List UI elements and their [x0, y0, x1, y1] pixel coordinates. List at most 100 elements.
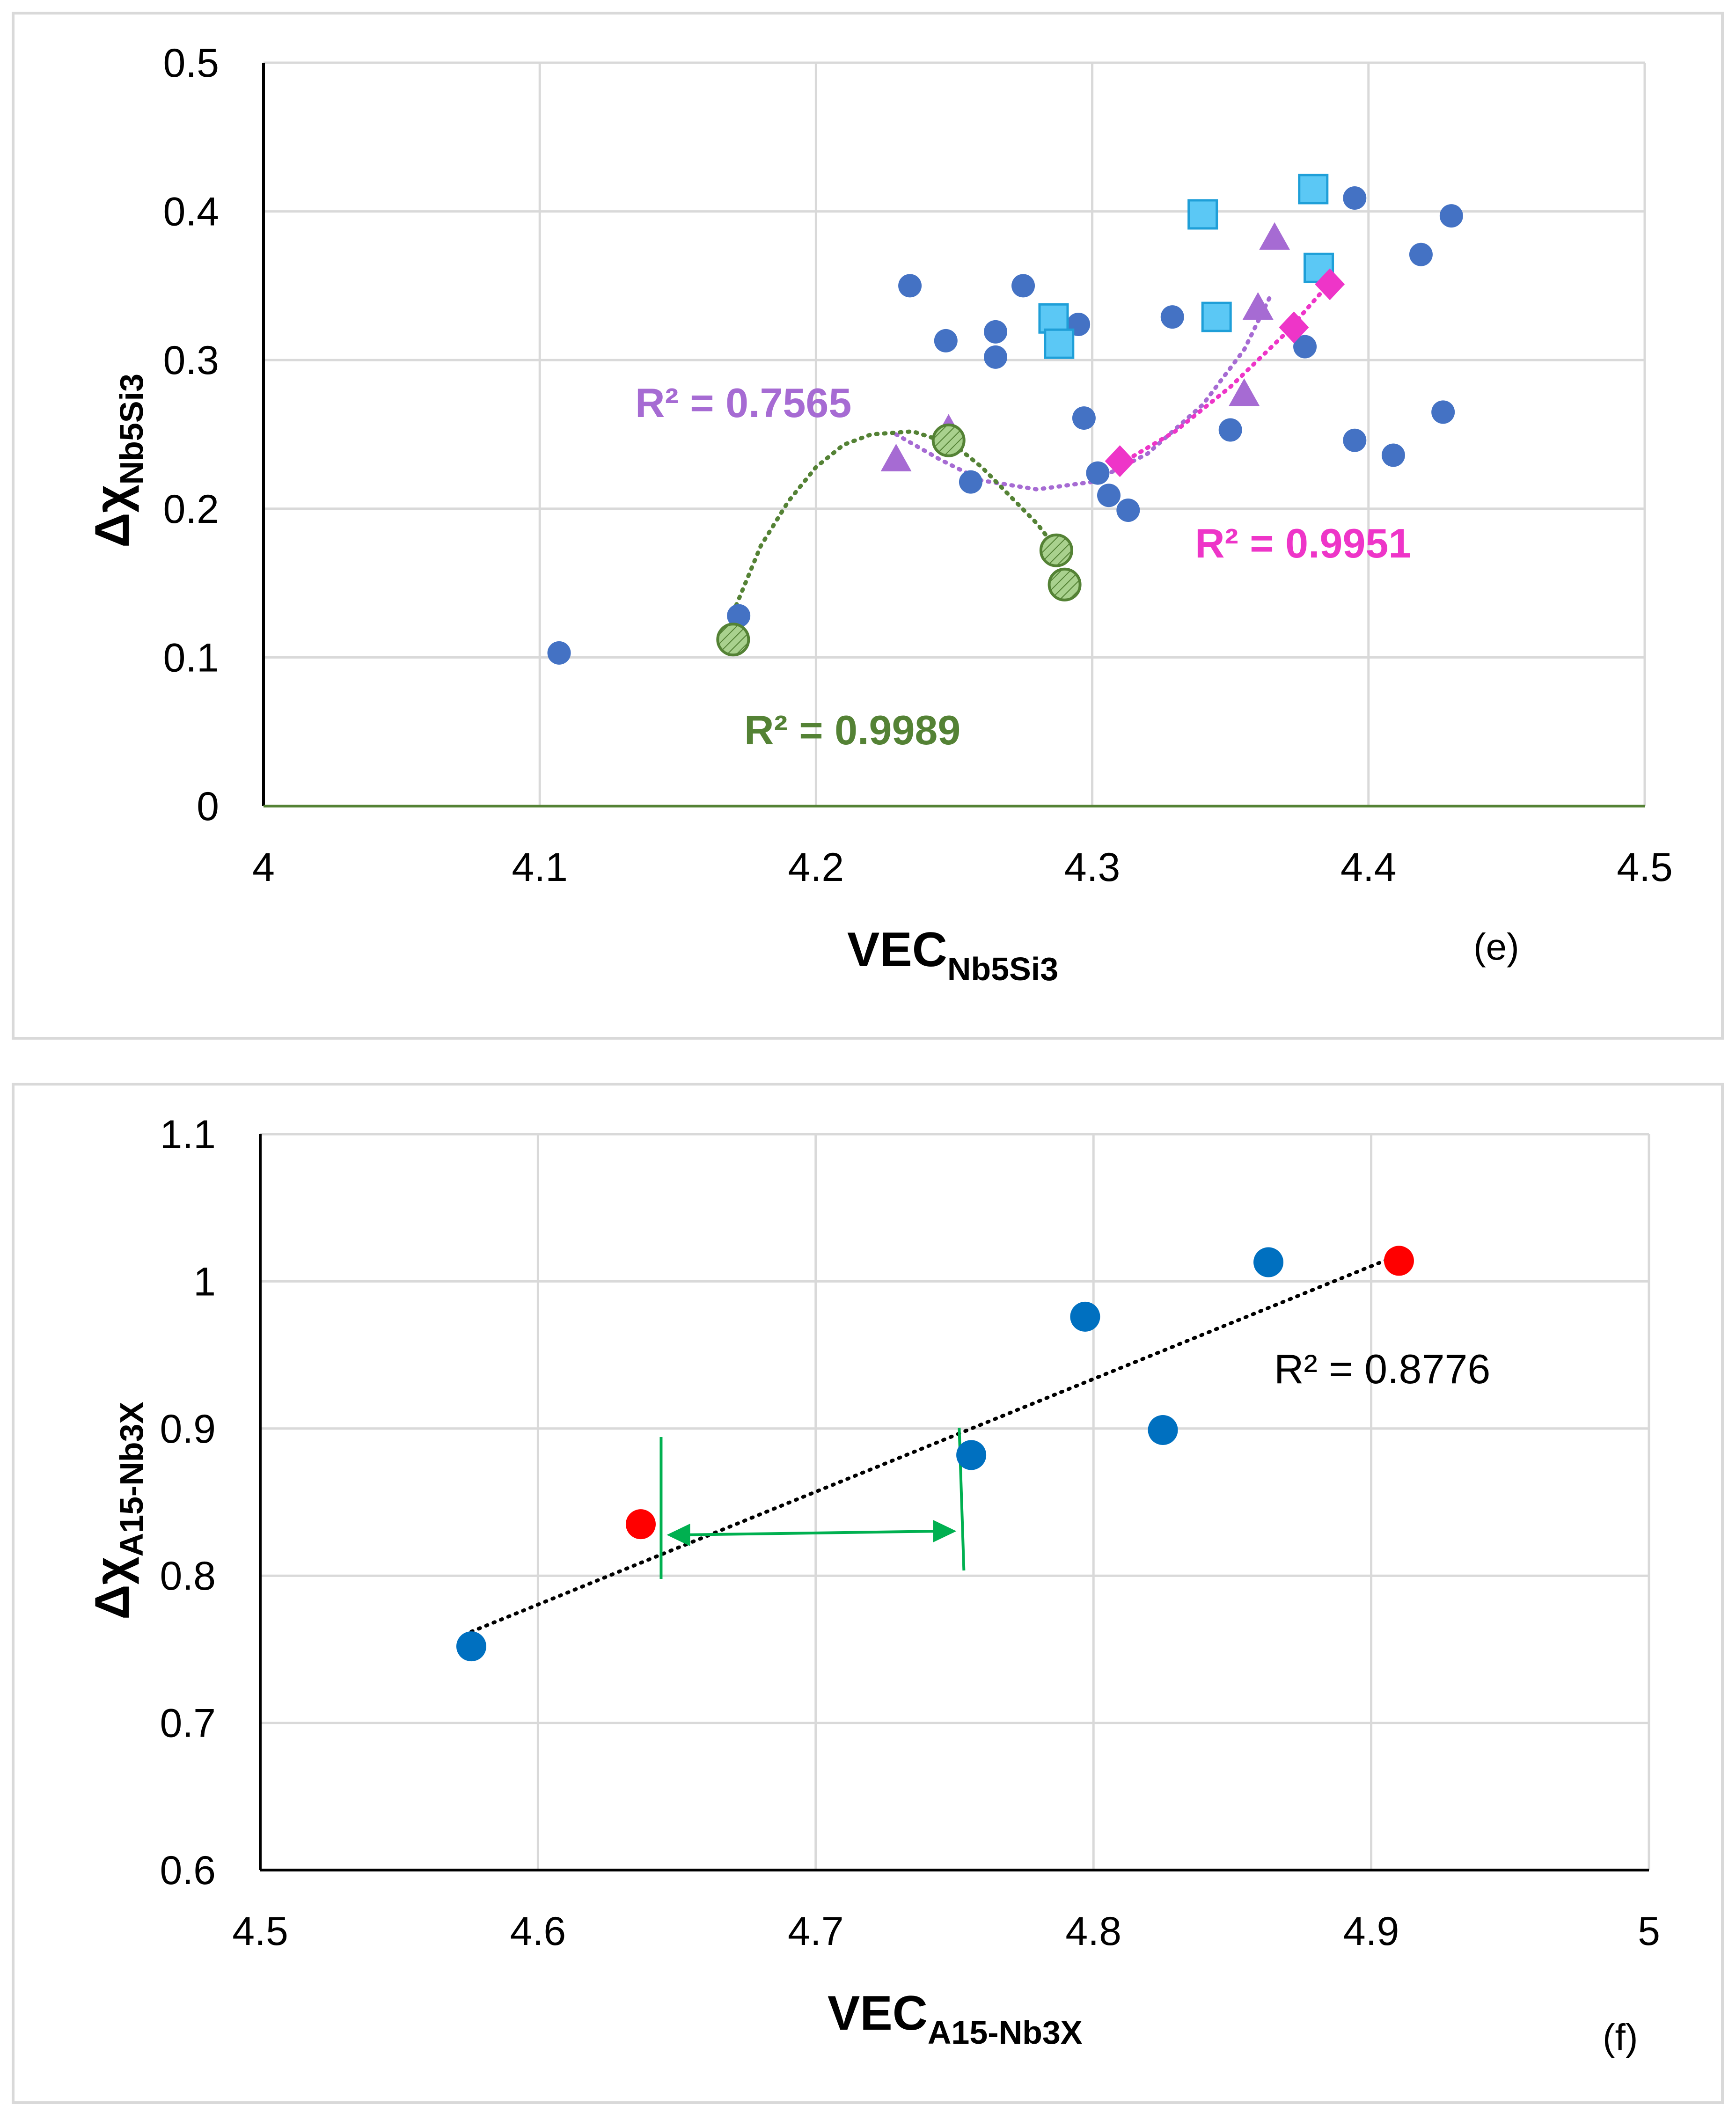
data-point-red	[1384, 1246, 1414, 1276]
y-tick-label: 1.1	[160, 1112, 216, 1157]
data-point-square	[1044, 328, 1075, 359]
data-point-square	[1304, 252, 1334, 283]
data-point-hatched-circle	[716, 623, 750, 657]
x-tick-label: 4.4	[1340, 845, 1397, 890]
data-point-square	[1038, 303, 1069, 334]
x-tick-label: 5	[1638, 1909, 1660, 1954]
y-tick-label: 0.6	[160, 1848, 216, 1893]
x-tick-label: 4.2	[788, 845, 844, 890]
data-point-red	[625, 1509, 656, 1540]
panel-f-y-axis-title: ΔχA15-Nb3X	[85, 1401, 150, 1620]
data-point-diamond	[1105, 445, 1135, 477]
y-tick-label: 0.3	[163, 338, 219, 383]
data-point-circle	[1381, 443, 1405, 467]
panel-e-x-tick-labels: 4 4.1 4.2 4.3 4.4 4.5	[252, 845, 1673, 890]
data-point-blue	[456, 1631, 486, 1662]
data-point-blue	[1148, 1415, 1178, 1445]
panel-e-gridlines	[262, 61, 1646, 807]
data-point-circle	[1431, 400, 1455, 424]
panel-f-frame	[12, 1083, 1724, 2104]
y-tick-label: 0.8	[160, 1554, 216, 1599]
trendline-dotted	[469, 1253, 1401, 1634]
range-arrow-head-left	[667, 1524, 690, 1547]
x-tick-label: 4.9	[1343, 1909, 1399, 1954]
data-point-hatched-circle	[1047, 567, 1082, 602]
data-point-circle	[984, 345, 1008, 369]
panel-e-y-tick-labels: 0 0.1 0.2 0.3 0.4 0.5	[163, 41, 219, 829]
x-tick-label: 4.5	[1617, 845, 1673, 890]
data-point-circle	[727, 604, 751, 628]
x-tick-label: 4.5	[232, 1909, 288, 1954]
panel-f-r2: R² = 0.8776	[1274, 1346, 1490, 1392]
panel-e-y-axis-title: ΔχNb5Si3	[85, 374, 150, 548]
data-point-triangle	[1259, 222, 1290, 250]
panel-e-r2-magenta: R² = 0.9951	[1195, 520, 1411, 566]
data-point-circle	[1097, 484, 1121, 507]
x-tick-label: 4.3	[1064, 845, 1121, 890]
data-point-circle	[1293, 335, 1317, 359]
x-tick-label: 4.8	[1065, 1909, 1121, 1954]
data-point-hatched-circle	[931, 423, 966, 457]
data-point-triangle	[880, 443, 912, 471]
panel-f-x-tick-labels: 4.5 4.6 4.7 4.8 4.9 5	[232, 1909, 1660, 1954]
data-point-square	[1201, 301, 1232, 332]
trendline-diamonds	[1118, 280, 1332, 466]
range-arrow-head-right	[933, 1520, 957, 1543]
y-tick-label: 0.9	[160, 1407, 216, 1452]
panel-e-x-axis-title: VECNb5Si3	[847, 923, 1058, 987]
data-point-circle	[1343, 428, 1367, 452]
panel-f-range-arrow	[659, 1427, 966, 1579]
data-point-blue	[1070, 1301, 1100, 1332]
data-point-circle	[959, 470, 982, 494]
x-tick-label: 4	[252, 845, 275, 890]
data-point-blue	[1253, 1247, 1284, 1277]
panel-e-axes	[262, 63, 1645, 807]
data-point-circle	[1011, 274, 1035, 298]
panel-e-label: (e)	[1473, 926, 1519, 968]
data-point-blue	[956, 1440, 987, 1470]
y-tick-label: 0.4	[163, 190, 219, 235]
panel-f-x-axis-title: VECA15-Nb3X	[828, 1986, 1083, 2051]
y-tick-label: 0	[197, 784, 219, 829]
panel-e-markers	[547, 174, 1463, 665]
data-point-triangle	[1242, 292, 1274, 320]
data-point-circle	[1343, 186, 1367, 210]
data-point-square	[1187, 199, 1218, 230]
data-point-hatched-circle	[1039, 533, 1073, 567]
data-point-circle	[1116, 498, 1140, 522]
data-point-diamond	[1315, 268, 1345, 301]
y-tick-label: 0.2	[163, 487, 219, 532]
y-tick-label: 0.5	[163, 41, 219, 86]
panel-f-markers	[456, 1246, 1414, 1662]
data-point-circle	[1439, 204, 1463, 228]
data-point-circle	[1086, 461, 1110, 485]
x-tick-label: 4.1	[512, 845, 568, 890]
panel-f-axes	[259, 1134, 1649, 1871]
panel-e-chart: 4 4.1 4.2 4.3 4.4 4.5 0 0.1 0.2 0.3 0.4 0.5 VECNb5…	[85, 41, 1673, 987]
y-tick-label: 0.1	[163, 635, 219, 680]
panel-f-y-tick-labels: 0.6 0.7 0.8 0.9 1 1.1	[160, 1112, 216, 1893]
data-point-circle	[984, 320, 1008, 344]
data-point-circle	[547, 641, 571, 665]
data-point-circle	[934, 329, 958, 352]
panel-f-chart: 4.5 4.6 4.7 4.8 4.9 5 0.6 0.7 0.8 0.9 1 1.1 VECA15…	[85, 1112, 1660, 2058]
panel-e-frame	[12, 12, 1724, 1040]
range-arrow-shaft	[681, 1530, 942, 1537]
data-point-circle	[1160, 305, 1184, 329]
data-point-circle	[1218, 418, 1242, 442]
data-point-triangle	[1229, 378, 1260, 406]
panel-f-label: (f)	[1603, 2017, 1638, 2058]
panel-e-r2-purple: R² = 0.7565	[635, 380, 851, 426]
x-tick-label: 4.7	[788, 1909, 844, 1954]
data-point-circle	[898, 274, 922, 298]
x-tick-label: 4.6	[510, 1909, 566, 1954]
panel-f-trendline	[469, 1253, 1401, 1634]
panel-e-r2-green: R² = 0.9989	[744, 707, 960, 753]
data-point-circle	[1072, 406, 1096, 430]
y-tick-label: 0.7	[160, 1701, 216, 1746]
data-point-circle	[1409, 242, 1433, 266]
data-point-diamond	[1279, 311, 1309, 344]
trendline-green-circles	[731, 429, 1067, 615]
data-point-square	[1298, 174, 1329, 205]
